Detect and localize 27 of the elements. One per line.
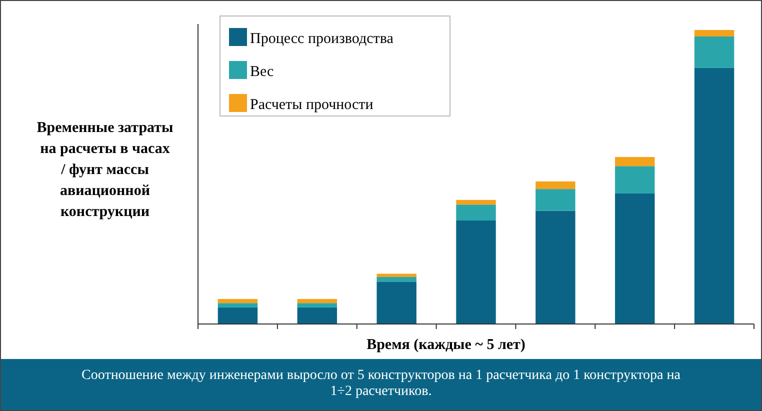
bar (297, 299, 337, 304)
bar (218, 303, 258, 308)
bar (536, 189, 576, 211)
bar (615, 157, 655, 166)
bar (376, 282, 416, 324)
bar (615, 166, 655, 194)
text: Соотношение между инженерами выросло от 5 конструкторов на 1 расчетчика до 1 конструктора на 1÷2 расчетчиков. (82, 368, 682, 399)
legend-label: Вес (250, 64, 274, 80)
y-axis-title: Временные затраты на расчеты в часах / фунт массы авиационной конструкции (36, 120, 174, 220)
bar (536, 181, 576, 190)
bar (376, 276, 416, 282)
bar (694, 36, 734, 68)
x-axis-title: Время (каждые ~ 5 лет) (366, 337, 526, 353)
bar (536, 210, 576, 324)
bar (218, 299, 258, 304)
bar (297, 308, 337, 324)
bar (456, 204, 496, 221)
legend-label: Расчеты прочности (250, 97, 374, 113)
bar (218, 308, 258, 324)
bar (615, 193, 655, 324)
bar (456, 200, 496, 205)
bar (694, 30, 734, 36)
legend-label: Процесс производства (250, 31, 394, 47)
bar (297, 303, 337, 308)
bar (456, 220, 496, 324)
bar (376, 274, 416, 277)
bar (694, 68, 734, 324)
